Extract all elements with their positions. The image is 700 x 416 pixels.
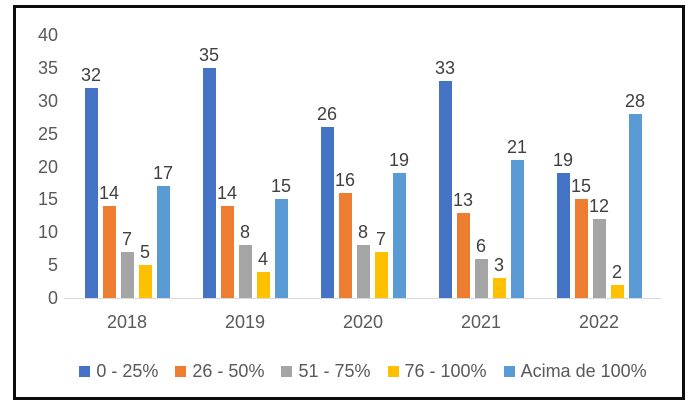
bar-series2-2019: 14 [217,184,237,298]
bar-series3-2021: 6 [474,237,488,298]
data-label: 6 [475,235,487,256]
y-axis-tick-label: 25 [37,123,58,144]
legend-item: 26 - 50% [175,361,264,382]
bar-series2-2022: 15 [571,177,591,298]
legend: 0 - 25% 26 - 50% 51 - 75% 76 - 100% Acima de… [68,361,658,382]
x-axis-category-label: 2022 [578,312,620,332]
legend-label: Acima de 100% [520,361,647,381]
bar-series2-2021: 13 [453,191,473,298]
data-label: 35 [198,44,220,65]
data-label: 5 [139,242,151,263]
legend-item: Acima de 100% [503,361,647,382]
y-axis-tick-label: 5 [47,255,58,276]
legend-label: 26 - 50% [192,361,265,381]
y-axis-tick-label: 30 [37,90,58,111]
legend-item: 51 - 75% [281,361,371,382]
x-axis: 2018 2019 2020 2021 2022 [68,312,658,333]
y-axis-tick-label: 20 [37,156,58,177]
data-label: 21 [506,136,528,157]
bar-series5-2020: 19 [389,151,409,298]
legend-label: 76 - 100% [404,361,487,381]
x-axis-line [64,298,661,299]
bar-series4-2021: 3 [492,256,506,298]
data-label: 17 [152,163,174,184]
bar-group-2020: 26 16 8 7 19 [304,35,422,298]
data-label: 13 [452,189,474,210]
y-axis-tick-label: 35 [37,57,58,78]
bar-series5-2022: 28 [625,92,645,298]
plot-area: 32 14 7 5 17 35 14 8 4 15 26 16 8 7 19 33 13 6 3 21 19 15 12 2 2… [68,35,658,298]
y-axis-tick-label: 10 [37,222,58,243]
data-label: 26 [316,104,338,125]
data-label: 14 [98,182,120,203]
bar-series3-2022: 12 [589,197,609,298]
legend-item: 76 - 100% [387,361,487,382]
data-label: 12 [588,196,610,217]
data-label: 3 [493,255,505,276]
data-label: 2 [611,261,623,282]
data-label: 15 [270,176,292,197]
bar-group-2022: 19 15 12 2 28 [540,35,658,298]
legend-swatch-icon [503,366,515,377]
bar-series4-2019: 4 [256,250,270,298]
bar-series1-2018: 32 [81,66,101,298]
bar-series1-2022: 19 [553,151,573,298]
y-axis-tick-label: 40 [37,25,58,45]
bar-series3-2019: 8 [238,223,252,298]
bar-series1-2020: 26 [317,105,337,298]
bar-group-2018: 32 14 7 5 17 [68,35,186,298]
x-axis-category-label: 2020 [342,312,384,332]
bar-series4-2020: 7 [374,230,388,298]
data-label: 14 [216,182,238,203]
bar-series3-2018: 7 [120,230,134,298]
data-label: 7 [375,228,387,249]
legend-swatch-icon [175,366,187,377]
bar-series5-2019: 15 [271,177,291,298]
data-label: 19 [552,150,574,171]
data-label: 28 [624,90,646,111]
legend-label: 0 - 25% [96,361,159,381]
legend-label: 51 - 75% [298,361,371,381]
bar-series2-2018: 14 [99,184,119,298]
bar-series1-2019: 35 [199,46,219,298]
x-axis-category-label: 2019 [224,312,266,332]
x-axis-category-label: 2021 [460,312,502,332]
y-axis-tick-label: 0 [47,288,58,308]
data-label: 19 [388,150,410,171]
legend-swatch-icon [387,366,399,377]
data-label: 15 [570,176,592,197]
legend-swatch-icon [281,366,293,377]
bar-series4-2018: 5 [138,243,152,298]
data-label: 33 [434,58,456,79]
data-label: 7 [121,228,133,249]
bar-series4-2022: 2 [610,263,624,298]
y-axis-tick-label: 15 [37,189,58,210]
data-label: 16 [334,169,356,190]
bar-series5-2021: 21 [507,138,527,298]
data-label: 4 [257,248,269,269]
bar-series2-2020: 16 [335,171,355,298]
x-axis-category-label: 2018 [106,312,148,332]
data-label: 8 [357,222,369,243]
bar-group-2021: 33 13 6 3 21 [422,35,540,298]
data-label: 8 [239,222,251,243]
legend-item: 0 - 25% [79,361,158,382]
bar-series1-2021: 33 [435,59,455,298]
legend-swatch-icon [79,366,91,377]
data-label: 32 [80,64,102,85]
bar-series3-2020: 8 [356,223,370,298]
bar-group-2019: 35 14 8 4 15 [186,35,304,298]
bar-series5-2018: 17 [153,164,173,298]
